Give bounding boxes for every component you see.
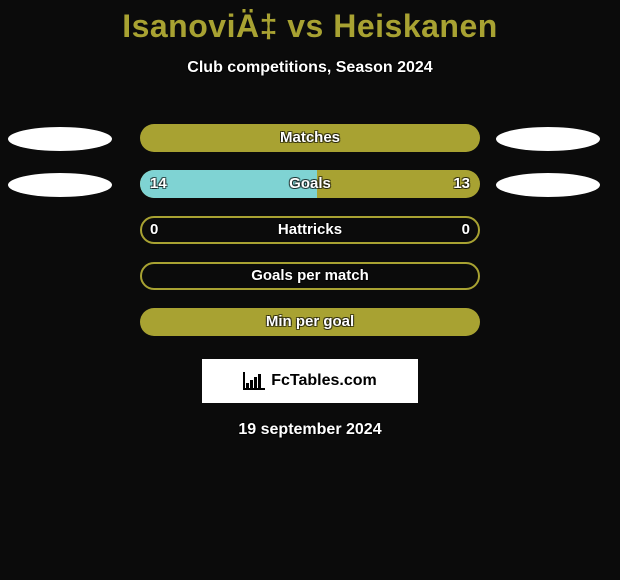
player-left-ellipse xyxy=(8,173,112,197)
stat-row: 00Hattricks xyxy=(0,207,620,253)
stat-bar-fill xyxy=(140,308,480,336)
stat-row: Min per goal xyxy=(0,299,620,345)
stat-bar-left-fill xyxy=(140,170,317,198)
stat-bar: Matches xyxy=(140,124,480,152)
stat-bar-border xyxy=(140,216,480,244)
player-left-ellipse xyxy=(8,127,112,151)
page-root: IsanoviÄ‡ vs Heiskanen Club competitions… xyxy=(0,0,620,580)
page-title: IsanoviÄ‡ vs Heiskanen xyxy=(0,0,620,45)
stat-row: Matches xyxy=(0,115,620,161)
logo-text: FcTables.com xyxy=(271,372,377,390)
stat-bar: 1413Goals xyxy=(140,170,480,198)
logo-box: FcTables.com xyxy=(202,359,418,403)
player-right-ellipse xyxy=(496,173,600,197)
stat-bar: Min per goal xyxy=(140,308,480,336)
player-right-ellipse xyxy=(496,127,600,151)
stat-bar-fill xyxy=(140,124,480,152)
stat-bar-border xyxy=(140,262,480,290)
stat-bar: 00Hattricks xyxy=(140,216,480,244)
stat-rows: Matches 1413Goals 00Hattricks Goals per mat… xyxy=(0,115,620,345)
date-text: 19 september 2024 xyxy=(0,421,620,439)
stat-bar: Goals per match xyxy=(140,262,480,290)
page-subtitle: Club competitions, Season 2024 xyxy=(0,59,620,77)
logo-chart-icon xyxy=(243,372,265,390)
stat-row: 1413Goals xyxy=(0,161,620,207)
stat-row: Goals per match xyxy=(0,253,620,299)
